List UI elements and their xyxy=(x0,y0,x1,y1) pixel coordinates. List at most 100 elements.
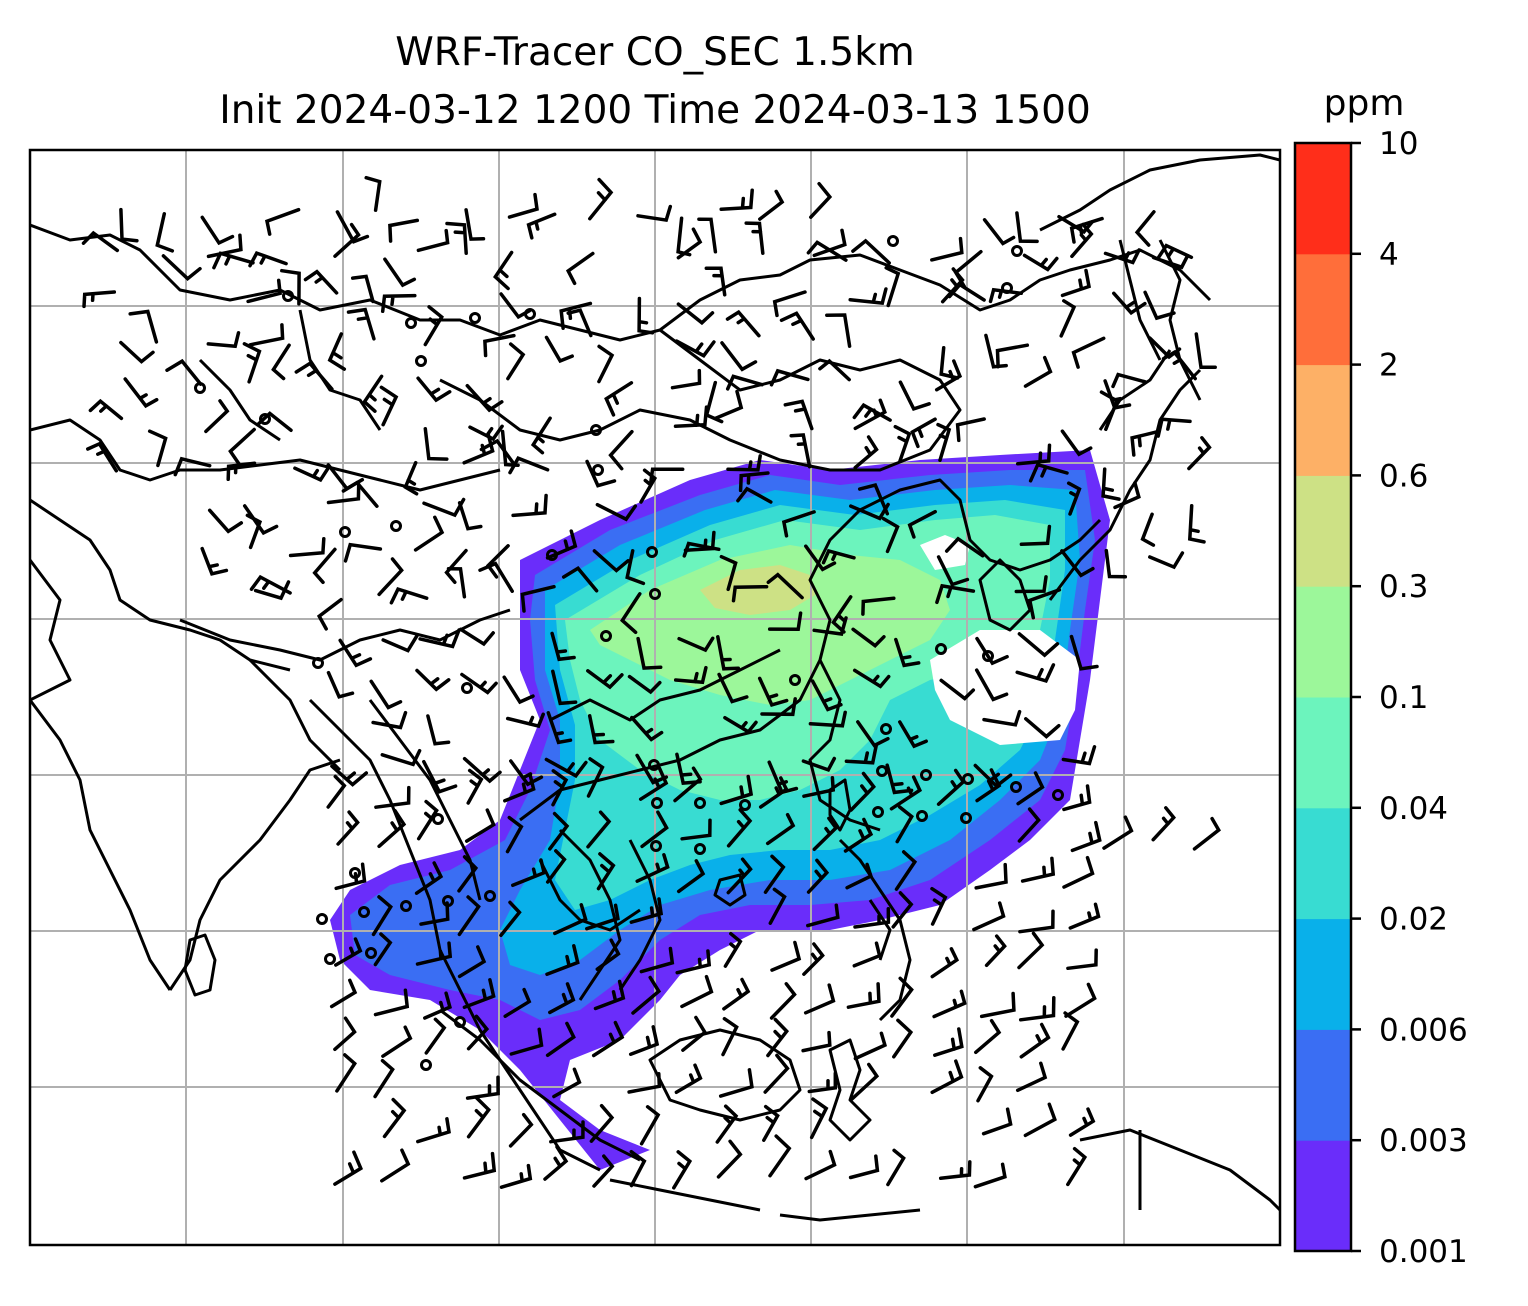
wind-barb xyxy=(416,376,452,403)
wind-barb xyxy=(457,895,481,937)
wind-barb xyxy=(419,901,450,926)
plume-level-6 xyxy=(590,545,950,705)
calm-marker xyxy=(400,900,412,912)
wind-barb xyxy=(508,456,550,475)
calm-marker xyxy=(1011,245,1023,257)
wind-barb xyxy=(1130,429,1160,457)
calm-marker xyxy=(872,806,884,818)
wind-barb xyxy=(976,1066,994,1103)
wind-barb xyxy=(886,1148,906,1187)
wind-barb xyxy=(608,429,634,471)
wind-barb xyxy=(981,1107,1013,1136)
wind-barb xyxy=(1061,745,1097,766)
wind-barb xyxy=(806,858,830,894)
calm-wind-markers xyxy=(194,235,1064,1071)
calm-marker xyxy=(920,769,932,781)
wind-barb xyxy=(801,1030,832,1053)
wind-barb xyxy=(629,897,664,924)
wind-barb xyxy=(1064,982,1097,1018)
wind-barb xyxy=(673,405,709,429)
wind-barb xyxy=(552,1067,582,1099)
wind-barb xyxy=(758,189,785,221)
wind-barb xyxy=(856,720,890,748)
wind-barb xyxy=(713,389,744,421)
wind-barb xyxy=(147,429,168,468)
map-subtitle: Init 2024-03-12 1200 Time 2024-03-13 150… xyxy=(219,88,1091,133)
wind-barb xyxy=(975,768,1002,803)
calm-marker xyxy=(484,890,496,902)
calm-marker xyxy=(524,308,536,320)
wind-barb xyxy=(974,1018,1002,1055)
colorbar-swatch xyxy=(1295,475,1351,587)
wind-barb xyxy=(848,1154,880,1180)
wind-barb xyxy=(511,493,548,518)
wind-barb xyxy=(849,771,877,812)
wind-barb xyxy=(383,257,417,288)
wind-barb xyxy=(380,293,417,314)
wind-barb xyxy=(1062,855,1095,889)
wind-barb xyxy=(853,435,879,470)
wind-barb xyxy=(403,460,419,496)
wind-barb xyxy=(592,549,630,573)
wind-barb xyxy=(1018,909,1055,934)
colorbar-tick-label: 0.003 xyxy=(1379,1123,1468,1159)
wind-barb xyxy=(1066,1146,1088,1187)
wind-barb xyxy=(1112,291,1147,316)
wind-barb xyxy=(123,377,159,409)
calm-marker xyxy=(880,723,892,735)
wind-barb xyxy=(364,175,382,212)
wind-barb xyxy=(806,240,848,262)
wind-barb xyxy=(944,536,985,558)
wind-barb xyxy=(722,977,751,1011)
wind-barb xyxy=(757,676,789,707)
colorbar-tick-label: 0.006 xyxy=(1379,1012,1468,1048)
wind-barb xyxy=(466,1095,492,1139)
wind-barb xyxy=(639,468,658,504)
wind-barb xyxy=(161,254,202,282)
wind-barb xyxy=(726,857,753,895)
wind-barb xyxy=(719,774,754,806)
wind-barb xyxy=(1148,551,1185,570)
wind-barb xyxy=(416,228,450,253)
wind-barb xyxy=(316,597,343,631)
wind-barb xyxy=(293,466,330,483)
wind-barb xyxy=(772,290,807,318)
wind-barb xyxy=(636,204,673,223)
colorbar-swatch xyxy=(1295,918,1351,1030)
wind-barb xyxy=(155,212,175,253)
wind-barb xyxy=(625,549,646,586)
wind-barb xyxy=(955,417,986,443)
wind-barb xyxy=(415,668,451,692)
wind-barb xyxy=(808,710,847,728)
wind-barb xyxy=(373,988,410,1017)
wind-barb xyxy=(466,1014,490,1051)
colorbar-unit: ppm xyxy=(1324,83,1405,124)
wind-barb xyxy=(445,221,468,256)
wind-barb xyxy=(891,891,914,929)
wind-barb xyxy=(809,181,833,219)
wind-barb xyxy=(1059,299,1077,338)
wind-barb xyxy=(479,438,516,466)
wind-barb xyxy=(587,714,615,745)
wind-barb xyxy=(675,949,712,975)
wind-barb xyxy=(843,817,874,853)
wind-barb xyxy=(938,1160,972,1181)
wind-barb xyxy=(1070,222,1094,259)
wind-barb xyxy=(446,567,467,599)
wind-barb xyxy=(327,332,347,371)
wind-barb xyxy=(1143,290,1176,321)
wind-barb xyxy=(723,931,743,968)
wind-barb xyxy=(173,456,212,477)
wind-barb xyxy=(551,769,569,807)
wind-barb xyxy=(982,709,1022,727)
wind-barb xyxy=(330,764,369,787)
wind-barb xyxy=(458,627,495,647)
wind-barb xyxy=(767,611,803,631)
wind-barb xyxy=(853,906,891,929)
wind-barb xyxy=(851,238,891,265)
wind-barb xyxy=(1151,253,1190,270)
wind-barb xyxy=(676,859,706,894)
wind-barb xyxy=(975,636,1009,666)
wind-barb xyxy=(1192,816,1221,851)
colorbar: 0.001 0.003 0.006 0.02 0.04 0.1 0.3 0.6 2 4 10 xyxy=(1293,126,1468,1270)
